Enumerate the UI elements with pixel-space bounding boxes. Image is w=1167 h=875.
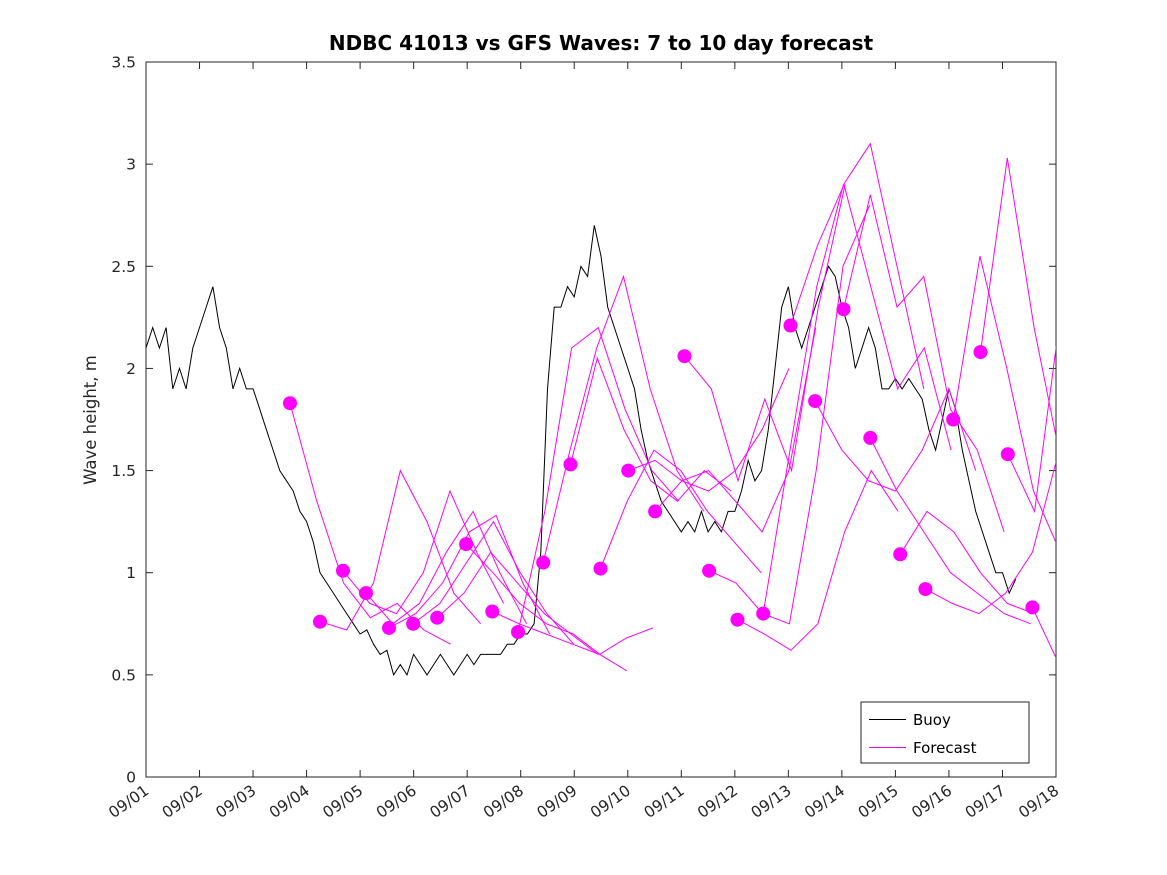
forecast-start-dot	[863, 430, 878, 445]
forecast-start-dot	[511, 625, 525, 639]
forecast-line	[708, 204, 871, 625]
forecast-start-dot	[485, 604, 500, 619]
buoy-line	[146, 225, 1017, 677]
forecast-line	[289, 403, 451, 645]
forecast-start-dot	[1025, 600, 1040, 615]
forecast-start-dot	[459, 537, 474, 552]
forecast-start-dot	[593, 561, 608, 576]
forecast-start-dot	[973, 345, 988, 360]
series-lines	[146, 142, 1056, 677]
forecast-start-dot	[918, 582, 933, 597]
forecast-start-dot	[430, 610, 445, 625]
forecast-line	[628, 368, 790, 492]
forecast-start-dot	[677, 349, 692, 364]
forecast-start-dot	[702, 563, 717, 578]
forecast-line	[492, 611, 654, 655]
forecast-line	[925, 460, 1056, 615]
forecast-line	[1007, 344, 1056, 514]
forecast-line	[790, 183, 952, 451]
forecast-start-dot	[536, 555, 551, 570]
forecast-start-dot	[730, 612, 745, 627]
forecast-line	[952, 255, 1056, 544]
forecast-start-dot	[336, 563, 350, 578]
forecast-line	[388, 514, 551, 635]
legend-box	[860, 701, 1030, 764]
y-tick-label: 2.5	[111, 258, 136, 276]
legend-label-buoy: Buoy	[913, 711, 951, 729]
forecast-line	[600, 449, 762, 574]
forecast-line	[737, 469, 899, 651]
y-tick-label: 0	[126, 769, 136, 787]
forecast-start-dot	[946, 412, 961, 427]
forecast-start-dot	[1000, 447, 1015, 462]
legend-label-forecast: Forecast	[913, 739, 977, 757]
forecast-start-dot	[836, 302, 851, 317]
forecast-start-dot	[893, 547, 908, 562]
y-tick-label: 0.5	[111, 666, 136, 684]
forecast-line	[319, 469, 481, 631]
y-tick-label: 3	[126, 156, 136, 174]
forecast-start-dot	[808, 394, 823, 409]
forecast-start-dot	[621, 463, 636, 478]
forecast-line	[542, 274, 705, 563]
forecast-line	[570, 356, 732, 502]
legend: Buoy Forecast	[860, 701, 1030, 764]
y-tick-label: 1.5	[111, 462, 136, 480]
y-axis-label: Wave height, m	[81, 355, 100, 485]
chart-title: NDBC 41013 vs GFS Waves: 7 to 10 day for…	[329, 31, 874, 55]
forecast-start-dot	[406, 616, 421, 631]
forecast-start-dot	[382, 620, 396, 635]
forecast-line	[684, 184, 846, 483]
forecast-start-dot	[648, 504, 663, 519]
forecast-start-dot	[563, 457, 578, 472]
y-tick-label: 3.5	[111, 54, 136, 72]
forecast-line	[899, 510, 1035, 615]
y-tick-label: 1	[126, 564, 136, 582]
forecast-line	[869, 437, 1031, 625]
forecast-start-dot	[359, 586, 373, 601]
forecast-line	[654, 327, 817, 533]
forecast-line	[814, 387, 977, 492]
y-tick-label: 2	[126, 360, 136, 378]
forecast-line	[342, 489, 505, 615]
plot-box	[145, 61, 1057, 778]
forecast-start-dot	[783, 318, 798, 333]
forecast-line	[1031, 607, 1056, 659]
forecast-line	[517, 326, 679, 633]
forecast-line	[436, 551, 599, 655]
forecast-start-dot	[313, 614, 327, 629]
forecast-start-dot	[756, 606, 771, 621]
forecast-line	[980, 157, 1056, 440]
forecast-line	[843, 194, 1005, 533]
forecast-start-dot	[283, 396, 297, 411]
forecast-line	[412, 520, 575, 645]
